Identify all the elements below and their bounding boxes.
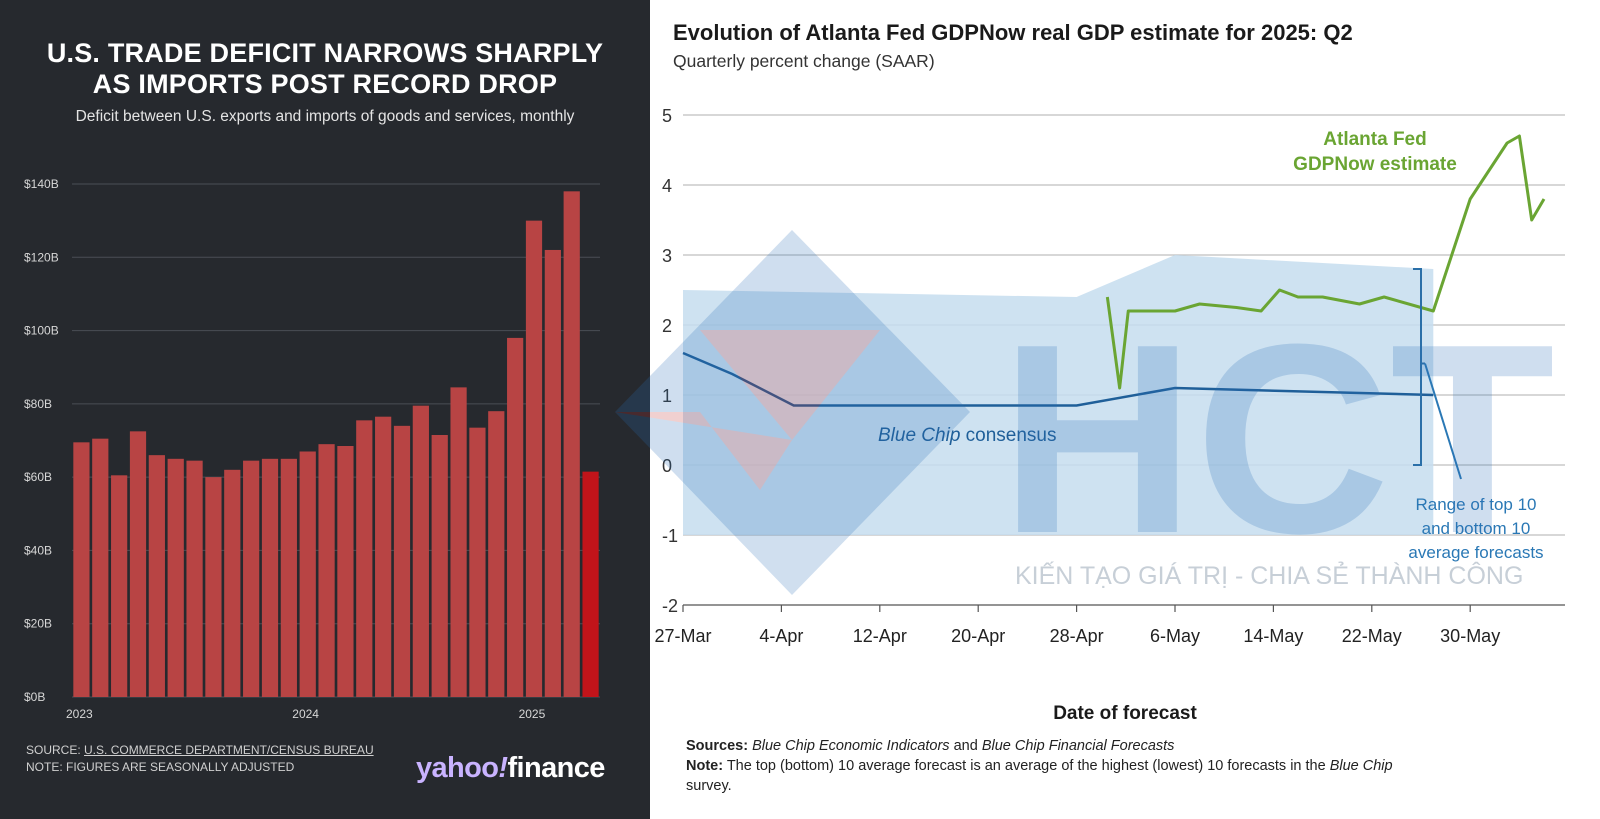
x-tick-label: 2023 — [66, 707, 93, 721]
gdpnow-chart-subtitle: Quarterly percent change (SAAR) — [673, 51, 935, 71]
bar — [450, 387, 467, 697]
bluechip-label-italic: Blue Chip — [878, 425, 960, 446]
bar — [544, 249, 561, 697]
y-tick-label: $120B — [24, 250, 59, 264]
logo-finance: finance — [507, 752, 605, 784]
gdpnow-label-line2: GDPNow estimate — [1293, 154, 1457, 175]
bar — [563, 191, 580, 698]
source-link[interactable]: U.S. COMMERCE DEPARTMENT/CENSUS BUREAU — [84, 743, 374, 757]
x-tick-label: 20-Apr — [951, 626, 1005, 646]
y-tick-label: 5 — [662, 106, 672, 126]
bluechip-consensus-label: Blue Chip consensus — [878, 425, 1057, 446]
x-axis-title: Date of forecast — [1053, 703, 1197, 724]
trade-deficit-panel: U.S. TRADE DEFICIT NARROWS SHARPLY AS IM… — [0, 0, 650, 819]
sources-label: Sources: — [686, 738, 749, 754]
note-text2: survey. — [686, 778, 732, 794]
x-tick-label: 4-Apr — [759, 626, 803, 646]
range-label-line2: and bottom 10 — [1422, 519, 1531, 538]
bluechip-consensus-line — [682, 351, 1434, 407]
bar — [356, 420, 373, 697]
source-note: NOTE: FIGURES ARE SEASONALLY ADJUSTED — [26, 760, 295, 774]
x-tick-label: 28-Apr — [1050, 626, 1104, 646]
y-tick-label: 0 — [662, 456, 672, 476]
gdpnow-chart-title: Evolution of Atlanta Fed GDPNow real GDP… — [673, 20, 1353, 45]
bar — [582, 471, 599, 697]
bar — [337, 445, 354, 697]
range-label-line1: Range of top 10 — [1416, 495, 1537, 514]
bar — [186, 460, 203, 697]
trade-deficit-bar-chart: $0B $20B $40B $60B $80B $100B $120B $140B 2023 20… — [24, 177, 600, 721]
bar — [280, 458, 297, 697]
x-tick-label: 12-Apr — [853, 626, 907, 646]
gdpnow-estimate-line — [1105, 134, 1546, 390]
gdpnow-panel: Evolution of Atlanta Fed GDPNow real GDP… — [650, 0, 1600, 819]
gdpnow-line-chart: -2 -1 0 1 2 3 4 5 27-Mar 4-Apr 12-Apr 20-Apr 28-Apr 6… — [654, 106, 1565, 646]
y-tick-label: $80B — [24, 397, 52, 411]
methodology-note: Note: The top (bottom) 10 average foreca… — [686, 758, 1546, 774]
logo-yahoo: yahoo — [416, 752, 499, 784]
note-label: Note: — [686, 758, 724, 774]
x-tick-label: 30-May — [1440, 626, 1500, 646]
x-tick-label: 2024 — [292, 707, 319, 721]
y-tick-label: 1 — [662, 386, 672, 406]
bluechip-label-rest: consensus — [960, 425, 1056, 446]
range-leader-line — [1424, 363, 1462, 480]
y-tick-label: 4 — [662, 176, 672, 196]
source-prefix: SOURCE: — [26, 743, 85, 757]
y-tick-label: $20B — [24, 617, 52, 631]
x-tick-label: 14-May — [1243, 626, 1303, 646]
bar — [167, 458, 184, 697]
bar — [243, 460, 260, 697]
y-tick-label: -2 — [662, 596, 678, 616]
x-tick-label: 22-May — [1342, 626, 1402, 646]
bar — [129, 431, 147, 697]
gdpnow-label-line1: Atlanta Fed — [1323, 129, 1426, 150]
bar — [507, 337, 524, 697]
bar — [525, 220, 543, 697]
y-tick-label: $40B — [24, 543, 52, 557]
sources-text2: Blue Chip Financial Forecasts — [981, 738, 1175, 754]
note-italic: Blue Chip — [1329, 758, 1393, 774]
bar — [92, 438, 109, 697]
source-line: SOURCE: U.S. COMMERCE DEPARTMENT/CENSUS … — [26, 743, 374, 757]
x-tick-label: 27-Mar — [654, 626, 711, 646]
bar — [299, 451, 316, 697]
bar — [318, 444, 335, 697]
y-tick-label: $60B — [24, 470, 52, 484]
sources-text1: Blue Chip Economic Indicators — [752, 738, 950, 754]
bar — [111, 475, 128, 697]
x-tick-label: 6-May — [1150, 626, 1200, 646]
trade-chart-title-line2: AS IMPORTS POST RECORD DROP — [92, 69, 558, 99]
bar — [224, 469, 241, 697]
y-tick-label: 3 — [662, 246, 672, 266]
bar — [488, 411, 505, 697]
bar — [412, 405, 429, 697]
y-tick-label: -1 — [662, 526, 678, 546]
range-brace — [1413, 268, 1425, 466]
bar — [393, 425, 411, 697]
logo-bang: ! — [498, 752, 508, 784]
y-tick-label: $100B — [24, 324, 59, 338]
y-tick-label: 2 — [662, 316, 672, 336]
trade-chart-subtitle: Deficit between U.S. exports and imports… — [75, 108, 575, 125]
y-tick-label: $0B — [24, 690, 45, 704]
bar — [205, 477, 222, 697]
x-tick-label: 2025 — [519, 707, 546, 721]
trade-chart-title-line1: U.S. TRADE DEFICIT NARROWS SHARPLY — [46, 38, 604, 68]
y-tick-label: $140B — [24, 177, 59, 191]
bar — [73, 442, 90, 697]
yahoo-finance-logo: yahoo!finance — [416, 752, 605, 785]
bar — [148, 455, 165, 697]
bar — [469, 427, 486, 697]
forecast-range-band — [683, 255, 1434, 535]
bar — [261, 458, 279, 697]
range-label-line3: average forecasts — [1408, 543, 1543, 562]
bar — [431, 435, 448, 697]
sources-and: and — [949, 738, 982, 754]
note-text1: The top (bottom) 10 average forecast is … — [723, 758, 1330, 774]
bar — [375, 416, 392, 697]
sources-note: Sources: Blue Chip Economic Indicators a… — [686, 738, 1174, 754]
